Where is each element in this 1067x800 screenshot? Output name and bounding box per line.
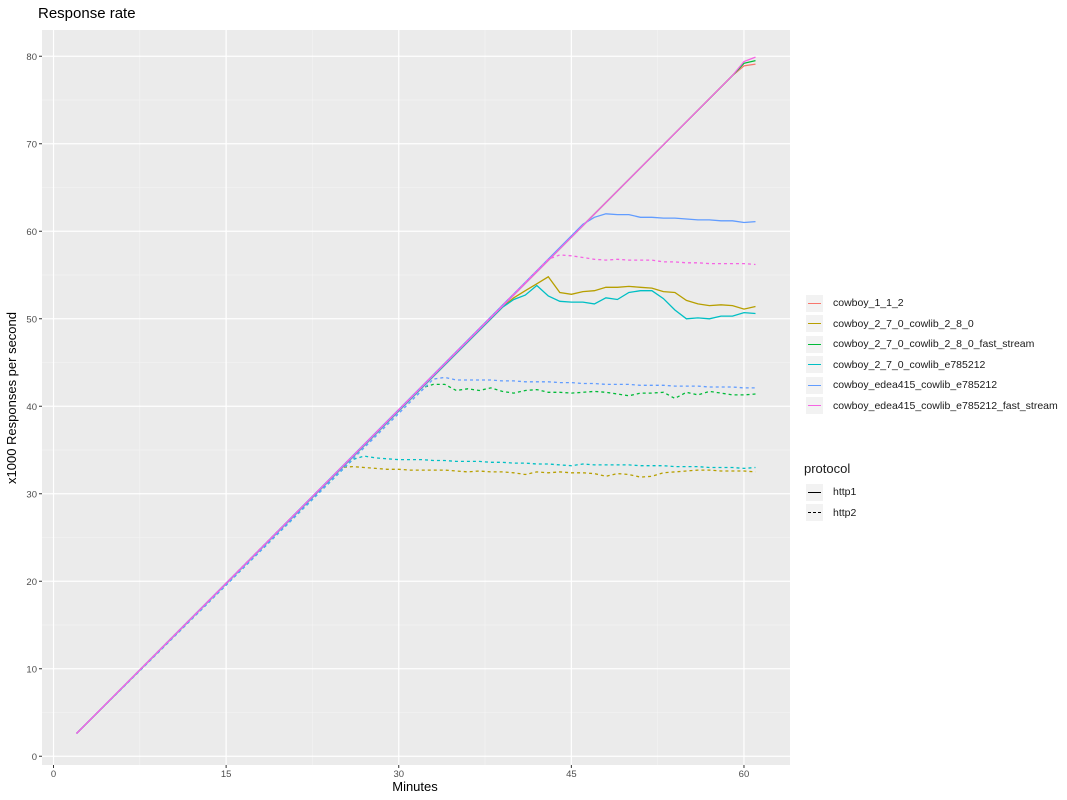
chart-title: Response rate <box>38 5 136 22</box>
y-tick-label: 50 <box>26 314 37 325</box>
series-line-cowboy_edea415_cowlib_e785212_fast_stream-http2 <box>76 254 756 734</box>
legend-label: cowboy_2_7_0_cowlib_e785212 <box>833 358 986 371</box>
legend-label: http1 <box>833 486 857 499</box>
x-axis-label: Minutes <box>392 779 438 794</box>
x-tick-label: 45 <box>566 769 577 780</box>
series-line-cowboy_2_7_0_cowlib_2_8_0_fast_stream-http2 <box>76 383 756 734</box>
x-tick-label: 60 <box>739 769 750 780</box>
series-line-cowboy_edea415_cowlib_e785212-http2 <box>76 376 756 734</box>
y-tick-label: 80 <box>26 52 37 63</box>
series-line-cowboy_2_7_0_cowlib_2_8_0-http2 <box>76 465 756 734</box>
axis-ticks: 0 15 30 45 60 0 10 20 30 40 50 60 70 80 <box>26 52 749 780</box>
legend-key <box>806 356 823 374</box>
series-line-cowboy_edea415_cowlib_e785212-http1 <box>76 213 756 734</box>
legend-key <box>806 376 823 394</box>
y-tick-label: 40 <box>26 402 37 413</box>
legend-item: cowboy_edea415_cowlib_e785212_fast_strea… <box>806 396 1058 417</box>
y-tick-label: 70 <box>26 139 37 150</box>
legend-item: cowboy_2_7_0_cowlib_2_8_0_fast_stream <box>806 334 1058 355</box>
series-line-cowboy_2_7_0_cowlib_e785212-http1 <box>76 284 756 734</box>
y-tick-label: 10 <box>26 664 37 675</box>
legend-label: cowboy_2_7_0_cowlib_2_8_0_fast_stream <box>833 338 1035 351</box>
y-tick-label: 20 <box>26 577 37 588</box>
legend-key <box>806 504 823 522</box>
protocol-legend-item: http2 <box>806 503 1058 524</box>
x-tick-label: 30 <box>393 769 404 780</box>
legend-label: cowboy_1_1_2 <box>833 297 904 310</box>
legend-item: cowboy_2_7_0_cowlib_2_8_0 <box>806 314 1058 335</box>
y-tick-label: 30 <box>26 489 37 500</box>
legend-label: http2 <box>833 506 857 519</box>
series-line-cowboy_2_7_0_cowlib_2_8_0-http1 <box>76 275 756 734</box>
legend-key <box>806 335 823 353</box>
protocol-legend: http1 http2 <box>806 482 1058 523</box>
legend-key <box>806 483 823 501</box>
grid <box>42 30 790 765</box>
legend-key <box>806 294 823 312</box>
legend-key <box>806 315 823 333</box>
legend-key <box>806 397 823 415</box>
x-tick-label: 15 <box>221 769 232 780</box>
y-axis-label: x1000 Responses per second <box>4 312 19 484</box>
y-tick-label: 0 <box>32 752 37 763</box>
y-tick-label: 60 <box>26 227 37 238</box>
legend-item: cowboy_1_1_2 <box>806 293 1058 314</box>
protocol-legend-item: http1 <box>806 482 1058 503</box>
legend-label: cowboy_2_7_0_cowlib_2_8_0 <box>833 317 974 330</box>
legend-label: cowboy_edea415_cowlib_e785212 <box>833 379 998 392</box>
legend-label: cowboy_edea415_cowlib_e785212_fast_strea… <box>833 399 1058 412</box>
legend-item: cowboy_edea415_cowlib_e785212 <box>806 375 1058 396</box>
legend-item: cowboy_2_7_0_cowlib_e785212 <box>806 355 1058 376</box>
protocol-legend-title: protocol <box>804 461 851 476</box>
series-lines <box>76 56 756 734</box>
x-tick-label: 0 <box>51 769 56 780</box>
